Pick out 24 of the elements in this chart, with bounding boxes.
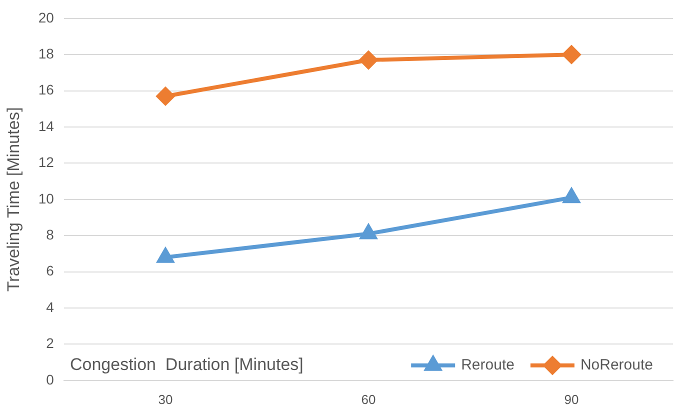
point: [156, 87, 174, 106]
point: [563, 188, 580, 204]
y-tick-label: 6: [46, 262, 54, 279]
y-tick-label: 16: [38, 82, 54, 98]
x-tick-label: 60: [361, 392, 376, 407]
point: [157, 248, 174, 263]
x-tick-label: 30: [158, 392, 173, 407]
y-tick-label: 14: [38, 118, 54, 134]
point: [359, 51, 378, 70]
y-tick-label: 12: [38, 154, 54, 170]
y-tick-label: 20: [38, 9, 54, 26]
y-axis-title: Traveling Time [Minutes]: [4, 107, 23, 292]
y-tick-label: 0: [46, 371, 54, 388]
y-tick-label: 10: [38, 190, 54, 206]
x-tick-label: 90: [564, 392, 579, 407]
x-axis-title: Congestion Duration [Minutes]: [70, 355, 304, 374]
point: [360, 224, 377, 240]
point: [562, 46, 580, 64]
y-tick-label: 18: [38, 45, 54, 62]
y-tick-label: 4: [46, 298, 54, 315]
y-tick-label: 8: [46, 226, 54, 242]
legend-label: NoReroute: [580, 356, 654, 374]
legend-label: Reroute: [461, 356, 514, 374]
y-tick-label: 2: [46, 335, 54, 352]
